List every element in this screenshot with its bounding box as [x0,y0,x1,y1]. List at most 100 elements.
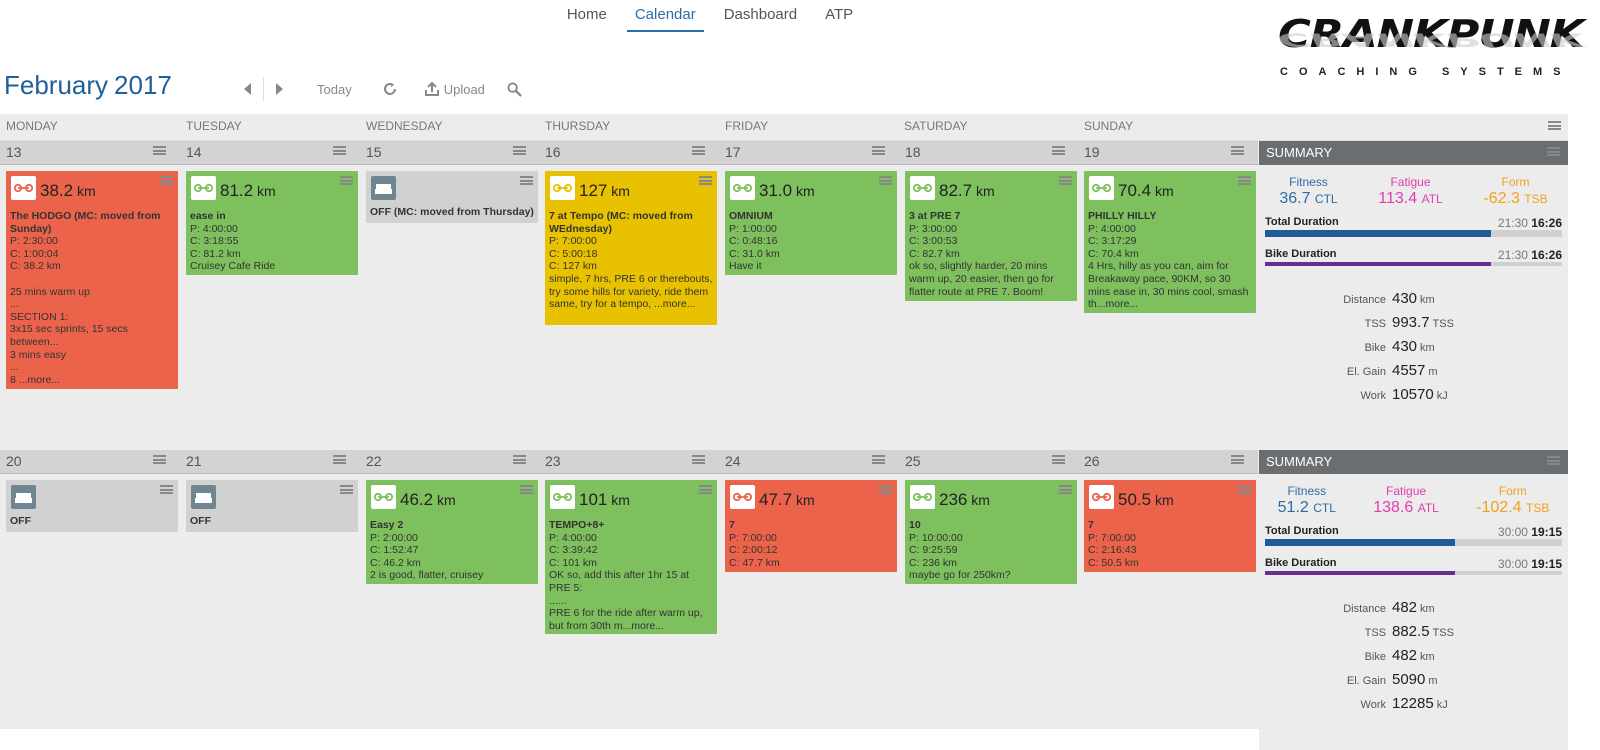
fatigue-metric: Fatigue 113.4 ATL [1378,175,1443,207]
day-menu-icon[interactable] [513,146,526,155]
day-number: 22 [366,453,382,469]
workout-card[interactable]: 101 km TEMPO+8+ P: 4:00:00 C: 3:39:42 C: 1… [545,480,717,634]
day-number-header[interactable]: 20 [0,450,180,474]
workout-card[interactable]: 236 km 10 P: 10:00:00 C: 9:25:59 C: 236 km… [905,480,1077,584]
card-menu-icon[interactable] [879,176,892,185]
workout-card[interactable]: 81.2 km ease in P: 4:00:00 C: 3:18:55 C: 8… [186,171,358,275]
day-number: 20 [6,453,22,469]
bike-duration: Bike Duration 30:00 19:15 [1265,557,1562,587]
workout-card[interactable]: 46.2 km Easy 2 P: 2:00:00 C: 1:52:47 C: 46… [366,480,538,584]
search-icon [507,81,522,97]
day-number-header[interactable]: 13 [0,141,180,165]
workout-details: OFF (MC: moved from Thursday) [370,206,534,219]
workout-details: Easy 2 P: 2:00:00 C: 1:52:47 C: 46.2 km 2… [370,519,534,582]
day-menu-icon[interactable] [513,455,526,464]
day-number-header[interactable]: 18 [899,141,1079,165]
stat-row: TSS 993.7 TSS [1364,314,1454,331]
card-menu-icon[interactable] [699,485,712,494]
day-number-header[interactable]: 26 [1078,450,1258,474]
stat-row: Bike 430 km [1364,338,1435,355]
refresh-button[interactable] [382,81,398,97]
workout-notes: P: 3:00:00 C: 3:00:53 C: 82.7 km ok so, … [909,222,1054,298]
distance-value: 236 km [939,490,990,509]
summary-menu-icon[interactable] [1547,456,1560,465]
day-number-header[interactable]: 21 [180,450,360,474]
day-menu-icon[interactable] [333,146,346,155]
day-number-header[interactable]: 14 [180,141,360,165]
menu-icon[interactable] [1548,121,1561,130]
today-button[interactable]: Today [317,81,352,97]
workout-card[interactable]: 38.2 km The HODGO (MC: moved from Sunday)… [6,171,178,389]
card-menu-icon[interactable] [340,485,353,494]
total-duration-bar [1265,230,1562,237]
workout-card[interactable]: 70.4 km PHILLY HILLY P: 4:00:00 C: 3:17:29… [1084,171,1256,313]
card-menu-icon[interactable] [1238,485,1251,494]
workout-card[interactable]: 47.7 km 7 P: 7:00:00 C: 2:00:12 C: 47.7 km [725,480,897,572]
card-menu-icon[interactable] [160,485,173,494]
card-menu-icon[interactable] [520,485,533,494]
workout-title: 7 at Tempo (MC: moved from WEdnesday) [549,210,693,235]
day-menu-icon[interactable] [1231,146,1244,155]
workout-card[interactable]: OFF (MC: moved from Thursday) [366,171,538,223]
card-menu-icon[interactable] [699,176,712,185]
day-number-header[interactable]: 23 [539,450,719,474]
day-number-header[interactable]: 17 [719,141,899,165]
nav-calendar[interactable]: Calendar [621,6,710,32]
calendar-toolbar: Today Upload [244,77,522,101]
stat-row: Bike 482 km [1364,647,1435,664]
workout-card[interactable]: OFF [186,480,358,532]
day-number-header[interactable]: 22 [360,450,540,474]
day-menu-icon[interactable] [1052,455,1065,464]
crankpunk-logo: CRANKPUNK CRANKPUNK COACHING SYSTEMS [1278,12,1585,78]
day-number-header[interactable]: 19 [1078,141,1258,165]
nav-dashboard[interactable]: Dashboard [723,6,798,23]
day-number-header[interactable]: 24 [719,450,899,474]
workout-notes: P: 2:00:00 C: 1:52:47 C: 46.2 km 2 is go… [370,531,484,582]
day-menu-icon[interactable] [692,455,705,464]
card-menu-icon[interactable] [1059,176,1072,185]
workout-title: 7 [1088,519,1094,531]
day-number-header[interactable]: 16 [539,141,719,165]
day-menu-icon[interactable] [1231,455,1244,464]
card-menu-icon[interactable] [340,176,353,185]
bike-duration: Bike Duration 21:30 16:26 [1265,248,1562,278]
day-menu-icon[interactable] [333,455,346,464]
card-menu-icon[interactable] [1238,176,1251,185]
day-menu-icon[interactable] [1052,146,1065,155]
workout-details: TEMPO+8+ P: 4:00:00 C: 3:39:42 C: 101 km … [549,519,713,632]
bike-icon [550,485,575,509]
workout-details: The HODGO (MC: moved from Sunday) P: 2:30… [10,210,174,386]
card-menu-icon[interactable] [520,176,533,185]
day-menu-icon[interactable] [692,146,705,155]
workout-title: OFF [10,515,31,527]
workout-card[interactable]: 127 km 7 at Tempo (MC: moved from WEdnesd… [545,171,717,325]
card-menu-icon[interactable] [879,485,892,494]
stat-row: Work 12285 kJ [1360,695,1448,712]
week-summary: SUMMARY Fitness 36.7 CTL Fatigue 113.4 ATL… [1259,141,1568,441]
distance-value: 101 km [579,490,630,509]
workout-details: 3 at PRE 7 P: 3:00:00 C: 3:00:53 C: 82.7 … [909,210,1073,298]
upload-button[interactable]: Upload [424,81,485,97]
workout-card[interactable]: 50.5 km 7 P: 7:00:00 C: 2:16:43 C: 50.5 km [1084,480,1256,572]
nav-atp[interactable]: ATP [825,6,854,23]
day-number-header[interactable]: 15 [360,141,540,165]
workout-card[interactable]: OFF [6,480,178,532]
workout-card[interactable]: 31.0 km OMNIUM P: 1:00:00 C: 0:48:16 C: 31… [725,171,897,275]
day-menu-icon[interactable] [153,455,166,464]
day-number-header[interactable]: 25 [899,450,1079,474]
day-number: 24 [725,453,741,469]
workout-details: ease in P: 4:00:00 C: 3:18:55 C: 81.2 km … [190,210,354,273]
day-menu-icon[interactable] [872,146,885,155]
card-menu-icon[interactable] [1059,485,1072,494]
prev-week-button[interactable] [244,83,251,95]
search-button[interactable] [507,81,522,97]
next-week-button[interactable] [276,83,283,95]
workout-card[interactable]: 82.7 km 3 at PRE 7 P: 3:00:00 C: 3:00:53 C… [905,171,1077,301]
summary-menu-icon[interactable] [1547,147,1560,156]
summary-header: SUMMARY [1259,141,1568,165]
day-menu-icon[interactable] [153,146,166,155]
nav-home[interactable]: Home [566,6,607,23]
card-menu-icon[interactable] [160,176,173,185]
stat-row: El. Gain 5090 m [1346,671,1438,688]
day-menu-icon[interactable] [872,455,885,464]
